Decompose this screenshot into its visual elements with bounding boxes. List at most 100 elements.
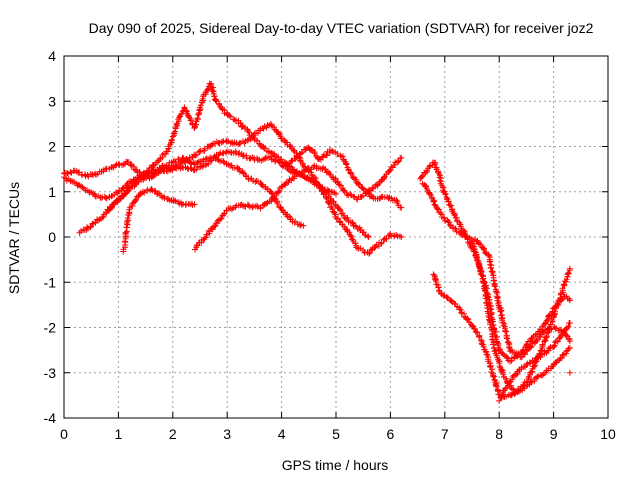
- data-point: [132, 197, 139, 204]
- data-point: [263, 200, 270, 207]
- data-point: [325, 199, 332, 206]
- series-trace-7: [283, 144, 405, 211]
- data-point: [566, 265, 573, 272]
- data-point: [442, 191, 449, 198]
- data-point: [258, 181, 265, 188]
- data-point: [503, 353, 510, 360]
- data-point: [351, 222, 358, 229]
- data-point: [523, 362, 530, 368]
- x-tick-label: 8: [495, 426, 503, 442]
- data-point: [533, 337, 540, 344]
- data-point: [490, 373, 497, 380]
- data-point: [99, 214, 106, 221]
- x-tick-label: 3: [223, 426, 231, 442]
- data-point: [445, 198, 452, 205]
- data-point: [513, 371, 520, 378]
- data-point: [452, 225, 459, 232]
- x-axis-label: GPS time / hours: [282, 457, 389, 473]
- data-point: [347, 191, 354, 198]
- data-point: [202, 234, 209, 241]
- data-point: [475, 240, 482, 247]
- data-point: [566, 319, 573, 326]
- data-point: [145, 173, 152, 180]
- data-point: [124, 188, 131, 195]
- data-point: [448, 202, 455, 209]
- plot-frame: [63, 55, 609, 419]
- data-point: [199, 95, 206, 102]
- data-point: [153, 169, 160, 176]
- data-point: [489, 366, 496, 373]
- data-point: [560, 281, 567, 288]
- data-point: [527, 344, 534, 351]
- y-tick-label: 2: [48, 139, 56, 155]
- data-point: [360, 229, 367, 236]
- data-point: [498, 368, 505, 374]
- data-point: [546, 345, 553, 352]
- data-point: [254, 202, 260, 209]
- data-point: [426, 191, 433, 198]
- data-point: [365, 234, 372, 240]
- data-point: [484, 295, 491, 302]
- data-point: [493, 383, 500, 390]
- data-point: [396, 233, 403, 240]
- data-point: [555, 302, 562, 308]
- axes: [63, 55, 609, 419]
- data-point: [245, 202, 252, 209]
- data-point: [539, 341, 546, 348]
- data-point: [566, 297, 573, 304]
- data-point: [565, 269, 572, 276]
- data-point: [398, 234, 405, 240]
- data-point: [118, 195, 125, 202]
- data-point: [469, 322, 475, 329]
- data-point: [122, 229, 129, 236]
- data-point: [448, 298, 455, 305]
- data-point: [464, 315, 471, 322]
- data-point: [496, 397, 503, 404]
- data-point: [358, 194, 365, 200]
- y-tick-label: -4: [44, 410, 57, 426]
- data-point: [226, 112, 233, 119]
- data-point: [558, 355, 565, 362]
- data-point: [223, 138, 230, 145]
- data-point: [120, 161, 127, 168]
- y-tick-label: -3: [44, 365, 57, 381]
- data-point: [565, 345, 572, 352]
- data-point: [349, 219, 356, 226]
- data-point: [499, 392, 506, 399]
- data-point: [566, 338, 573, 345]
- data-point: [211, 223, 218, 230]
- data-point: [509, 386, 516, 393]
- data-point: [171, 158, 178, 165]
- data-point: [140, 176, 147, 183]
- data-point: [339, 210, 346, 217]
- data-point: [506, 379, 513, 386]
- data-point: [520, 381, 527, 388]
- data-point: [371, 244, 378, 251]
- data-point: [478, 337, 484, 344]
- data-point: [347, 232, 354, 239]
- y-axis-label: SDTVAR / TECUs: [6, 182, 22, 294]
- data-point: [551, 342, 558, 349]
- data-point: [333, 191, 339, 198]
- x-tick-label: 9: [550, 426, 558, 442]
- data-point: [457, 306, 464, 313]
- data-point: [208, 141, 215, 148]
- data-point: [191, 201, 198, 208]
- data-point: [441, 214, 448, 221]
- series-trace-6: [192, 154, 405, 253]
- data-point: [551, 308, 558, 315]
- x-tick-label: 2: [169, 426, 177, 442]
- data-point: [488, 268, 495, 275]
- x-tick-label: 4: [278, 426, 286, 442]
- data-point: [120, 185, 127, 192]
- data-point: [419, 173, 426, 180]
- data-point: [381, 174, 388, 181]
- data-point: [352, 240, 359, 247]
- data-point: [476, 263, 482, 270]
- data-point: [503, 335, 510, 342]
- data-point: [234, 165, 241, 172]
- data-point: [480, 246, 487, 253]
- data-point: [165, 165, 171, 172]
